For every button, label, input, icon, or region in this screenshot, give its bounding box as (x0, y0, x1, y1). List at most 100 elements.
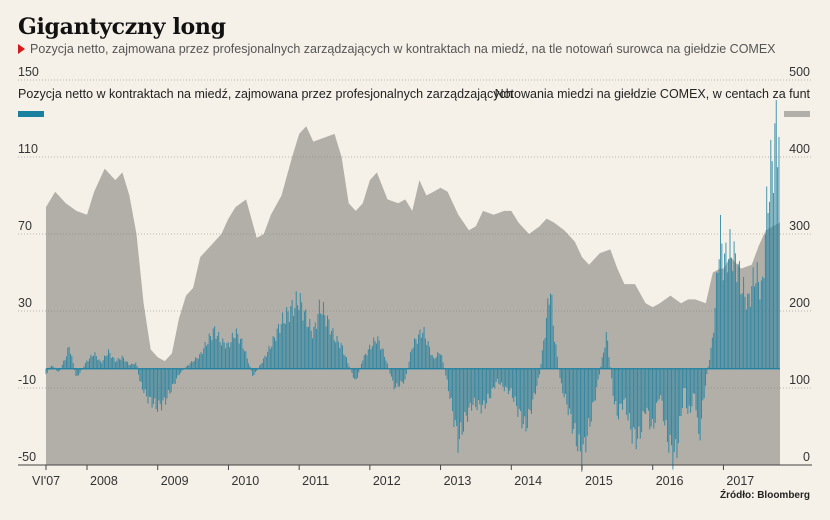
net-position-bar (347, 363, 349, 369)
net-position-bar (305, 309, 307, 369)
net-position-bar (502, 368, 504, 387)
net-position-bar (203, 348, 205, 369)
net-position-bar (139, 368, 141, 381)
chart-subtitle: Pozycja netto, zajmowana przez profesjon… (18, 42, 776, 56)
net-position-bar (367, 349, 369, 369)
net-position-bar (312, 338, 314, 369)
net-position-bar (766, 186, 768, 369)
net-position-bar (479, 368, 481, 405)
net-position-bar (197, 358, 199, 369)
net-position-bar (608, 357, 610, 369)
source-note: Źródło: Bloomberg (720, 490, 810, 501)
net-position-bar (110, 357, 112, 369)
net-position-bar (507, 368, 509, 394)
net-position-bar (604, 347, 606, 369)
net-position-bar (307, 326, 309, 369)
net-position-bar (373, 337, 375, 369)
x-axis-tick-label: 2010 (231, 474, 259, 488)
net-position-bar (74, 368, 76, 370)
net-position-bar (237, 333, 239, 369)
net-position-bar (563, 368, 565, 398)
net-position-bar (310, 330, 312, 369)
net-position-bar (431, 355, 433, 369)
net-position-bar (706, 368, 708, 375)
net-position-bar (661, 368, 663, 401)
net-position-bar (64, 360, 66, 369)
net-position-bar (176, 368, 178, 379)
net-position-bar (506, 368, 508, 388)
net-position-bar (600, 366, 602, 369)
net-position-bar (227, 342, 229, 369)
net-position-bar (405, 368, 407, 374)
net-position-bar (140, 368, 142, 382)
net-position-bar (767, 213, 769, 369)
net-position-bar (123, 357, 124, 369)
net-position-bar (439, 354, 441, 369)
net-position-bar (72, 363, 74, 369)
left-axis-tick-label: 110 (18, 142, 38, 156)
net-position-bar (448, 368, 449, 392)
net-position-bar (83, 366, 85, 369)
net-position-bar (356, 368, 358, 378)
net-position-bar (212, 328, 214, 369)
net-position-bar (575, 368, 577, 447)
net-position-bar (396, 368, 398, 384)
net-position-bar (754, 286, 755, 369)
net-position-bar (675, 368, 677, 440)
net-position-bar (191, 361, 192, 369)
net-position-bar (632, 368, 634, 428)
net-position-bar (365, 353, 367, 369)
net-position-bar (219, 342, 221, 369)
net-position-bar (762, 276, 764, 369)
net-position-bar (616, 368, 618, 416)
net-position-bar (264, 355, 266, 369)
net-position-bar (218, 331, 220, 369)
net-position-bar (278, 324, 280, 369)
net-position-bar (598, 368, 600, 375)
net-position-bar (233, 337, 235, 369)
left-axis-tick-label: 150 (18, 65, 39, 79)
net-position-bar (537, 368, 539, 378)
net-position-bar (59, 368, 61, 371)
net-position-bar (613, 368, 615, 405)
net-position-bar (680, 368, 682, 417)
net-position-bar (518, 368, 520, 409)
net-position-bar (427, 341, 429, 369)
x-axis-tick-label: VI'07 (32, 474, 60, 488)
net-position-bar (547, 298, 549, 369)
net-position-bar (173, 368, 175, 384)
net-position-bar (147, 368, 149, 404)
net-position-bar (593, 368, 595, 402)
net-position-bar (520, 368, 522, 412)
net-position-bar (540, 364, 542, 369)
net-position-bar (166, 368, 168, 399)
net-position-bar (363, 355, 365, 369)
net-position-bar (548, 304, 550, 369)
net-position-bar (424, 338, 426, 369)
net-position-bar (157, 368, 158, 412)
net-position-bar (76, 368, 78, 376)
net-position-bar (585, 368, 587, 453)
net-position-bar (230, 342, 232, 369)
net-position-bar (642, 368, 644, 412)
net-position-bar (291, 299, 293, 369)
net-position-bar (195, 357, 197, 369)
net-position-bar (276, 328, 278, 369)
net-position-bar (419, 329, 421, 369)
net-position-bar (562, 368, 564, 394)
net-position-bar (469, 368, 471, 403)
net-position-bar (381, 348, 383, 369)
x-axis-tick-label: 2016 (656, 474, 684, 488)
net-position-bar (68, 346, 70, 369)
net-position-bar (573, 368, 575, 429)
net-position-bar (57, 368, 59, 372)
net-position-bar (643, 368, 645, 413)
net-position-bar (473, 368, 475, 398)
net-position-bar (249, 366, 251, 369)
net-position-bar (584, 368, 585, 438)
net-position-bar (513, 368, 515, 402)
net-position-bar (657, 368, 659, 401)
net-position-bar (702, 368, 704, 401)
net-position-bar (671, 368, 673, 446)
net-position-bar (652, 368, 653, 419)
